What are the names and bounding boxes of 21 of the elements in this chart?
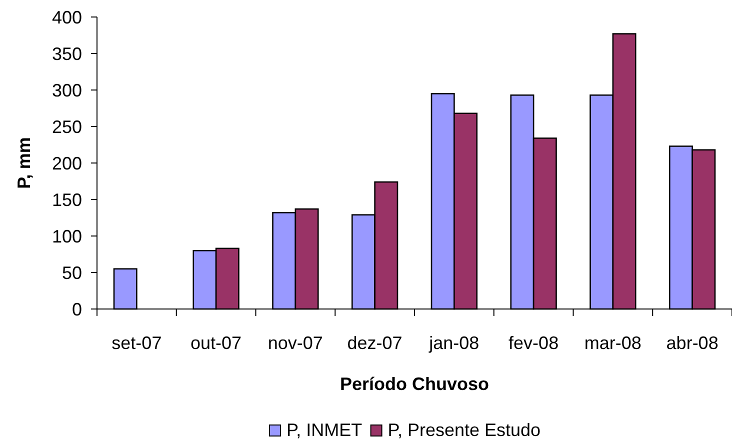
x-axis-title: Período Chuvoso	[340, 374, 490, 394]
y-tick-label: 300	[52, 80, 82, 100]
x-tick-label: fev-08	[508, 333, 559, 353]
x-tick-label: out-07	[190, 333, 242, 353]
x-tick-label: jan-08	[428, 333, 480, 353]
y-tick-label: 200	[52, 153, 82, 174]
x-tick-label: set-07	[112, 333, 162, 353]
legend-label: P, INMET	[286, 420, 362, 440]
x-tick-label: abr-08	[666, 333, 718, 353]
x-tick-label: nov-07	[268, 333, 323, 353]
y-tick-label: 100	[52, 226, 82, 246]
legend-label: P, Presente Estudo	[388, 420, 541, 440]
y-tick-label: 150	[52, 190, 82, 210]
y-tick-label: 350	[52, 44, 82, 64]
y-tick-label: 0	[72, 299, 82, 320]
x-tick-label: dez-07	[347, 333, 402, 353]
x-tick-label: mar-08	[584, 333, 642, 353]
y-tick-label: 50	[62, 262, 82, 283]
y-tick-label: 400	[52, 7, 82, 28]
y-tick-label: 250	[52, 116, 82, 137]
y-axis-title: P, mm	[14, 137, 34, 189]
